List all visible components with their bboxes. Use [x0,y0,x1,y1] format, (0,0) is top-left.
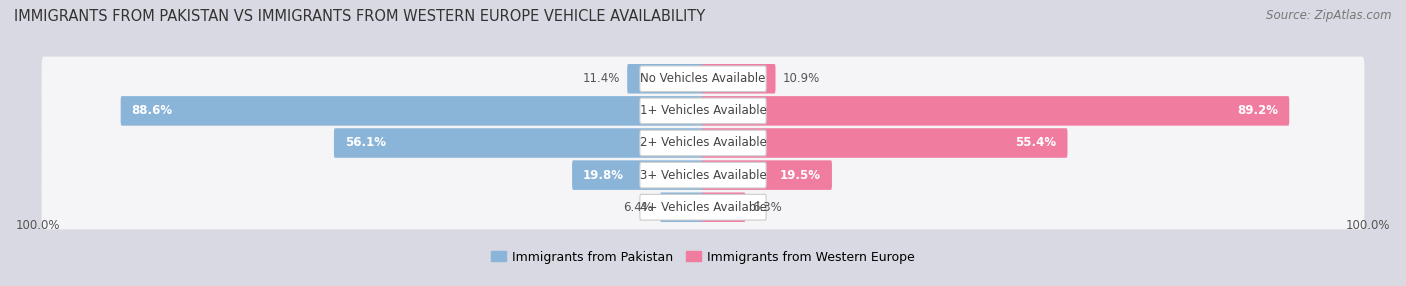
FancyBboxPatch shape [702,192,745,222]
FancyBboxPatch shape [121,96,704,126]
FancyBboxPatch shape [702,160,832,190]
FancyBboxPatch shape [42,185,1364,229]
Text: IMMIGRANTS FROM PAKISTAN VS IMMIGRANTS FROM WESTERN EUROPE VEHICLE AVAILABILITY: IMMIGRANTS FROM PAKISTAN VS IMMIGRANTS F… [14,9,706,23]
Text: 3+ Vehicles Available: 3+ Vehicles Available [640,169,766,182]
FancyBboxPatch shape [702,64,776,94]
Text: No Vehicles Available: No Vehicles Available [640,72,766,85]
Legend: Immigrants from Pakistan, Immigrants from Western Europe: Immigrants from Pakistan, Immigrants fro… [486,246,920,269]
FancyBboxPatch shape [640,66,766,92]
FancyBboxPatch shape [42,153,1364,197]
Text: 89.2%: 89.2% [1237,104,1278,117]
FancyBboxPatch shape [627,64,704,94]
FancyBboxPatch shape [572,160,704,190]
Text: 55.4%: 55.4% [1015,136,1057,150]
Text: 19.8%: 19.8% [583,169,624,182]
FancyBboxPatch shape [640,194,766,220]
Text: 1+ Vehicles Available: 1+ Vehicles Available [640,104,766,117]
FancyBboxPatch shape [42,121,1364,165]
Text: 19.5%: 19.5% [780,169,821,182]
Text: 10.9%: 10.9% [782,72,820,85]
Text: 6.4%: 6.4% [623,201,654,214]
FancyBboxPatch shape [42,89,1364,133]
Text: 6.3%: 6.3% [752,201,782,214]
FancyBboxPatch shape [659,192,704,222]
FancyBboxPatch shape [702,96,1289,126]
Text: 100.0%: 100.0% [15,219,60,232]
FancyBboxPatch shape [640,162,766,188]
FancyBboxPatch shape [335,128,704,158]
Text: 11.4%: 11.4% [583,72,620,85]
Text: 56.1%: 56.1% [344,136,385,150]
Text: 88.6%: 88.6% [132,104,173,117]
Text: 2+ Vehicles Available: 2+ Vehicles Available [640,136,766,150]
FancyBboxPatch shape [640,130,766,156]
FancyBboxPatch shape [640,98,766,124]
Text: Source: ZipAtlas.com: Source: ZipAtlas.com [1267,9,1392,21]
FancyBboxPatch shape [42,57,1364,101]
Text: 100.0%: 100.0% [1346,219,1391,232]
Text: 4+ Vehicles Available: 4+ Vehicles Available [640,201,766,214]
FancyBboxPatch shape [702,128,1067,158]
